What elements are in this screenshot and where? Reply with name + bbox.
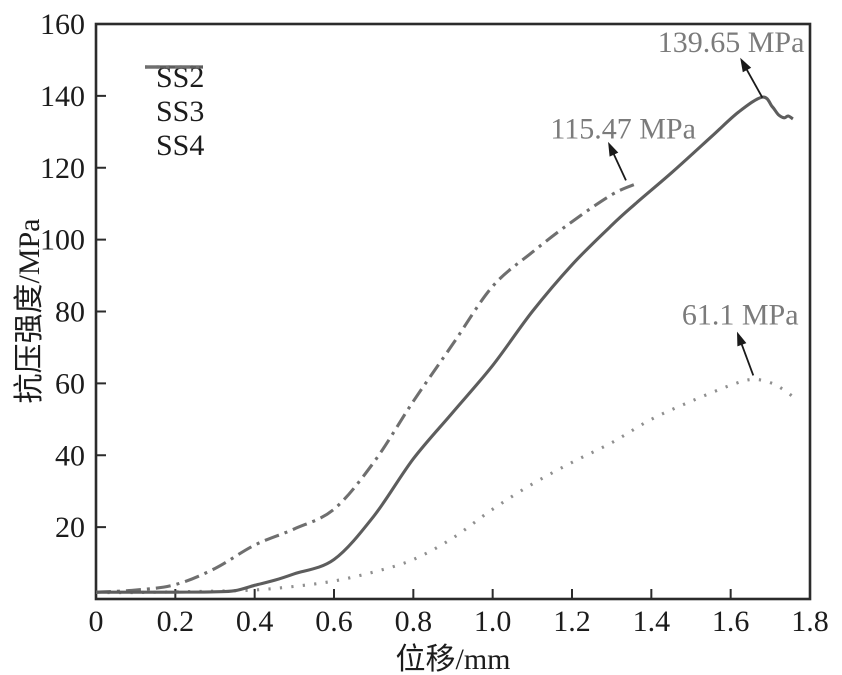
legend: SS2 SS3 SS4: [144, 61, 204, 163]
y-tick-label: 160: [40, 8, 85, 41]
series-line-ss2: [95, 377, 794, 595]
annotation-arrow-line: [739, 341, 755, 376]
x-tick-label: 0.2: [157, 605, 195, 638]
y-tick-label: 40: [55, 439, 85, 472]
x-tick-label: 1.4: [633, 605, 671, 638]
x-tick-label: 0: [89, 605, 104, 638]
series-line-ss3: [95, 95, 794, 594]
annotation-label: 61.1 MPa: [682, 298, 799, 331]
series-line-ss4: [95, 182, 637, 594]
y-tick-label: 80: [55, 296, 85, 329]
y-tick-label: 60: [55, 367, 85, 400]
x-tick-label: 1.8: [791, 605, 829, 638]
x-tick-label: 1.6: [712, 605, 750, 638]
legend-item-ss3: SS3: [144, 65, 205, 129]
y-axis-label: 抗压强度/MPa: [13, 218, 46, 404]
legend-label-ss3: SS3: [156, 95, 205, 128]
x-tick-label: 1.0: [474, 605, 512, 638]
annotation-arrow-line: [744, 66, 764, 99]
x-tick-label: 0.8: [395, 605, 433, 638]
x-tick-label: 1.2: [553, 605, 591, 638]
y-tick-label: 120: [40, 152, 85, 185]
y-tick-label: 140: [40, 80, 85, 113]
annotation-arrow-head: [608, 141, 619, 157]
x-tick-label: 0.6: [315, 605, 353, 638]
x-axis-label: 位移/mm: [395, 643, 511, 675]
y-tick-label: 20: [55, 511, 85, 544]
legend-label-ss4: SS4: [156, 129, 205, 162]
legend-line-sample-dashdot: [145, 65, 203, 69]
annotation-arrow-head: [740, 57, 752, 73]
annotation-label: 139.65 MPa: [658, 26, 805, 59]
y-tick-label: 100: [40, 224, 85, 257]
annotation-arrow-line: [611, 151, 627, 181]
annotation-label: 115.47 MPa: [550, 113, 696, 146]
legend-item-ss4: SS4: [144, 65, 205, 163]
annotation-arrow-head: [737, 331, 747, 347]
x-tick-label: 0.4: [236, 605, 274, 638]
